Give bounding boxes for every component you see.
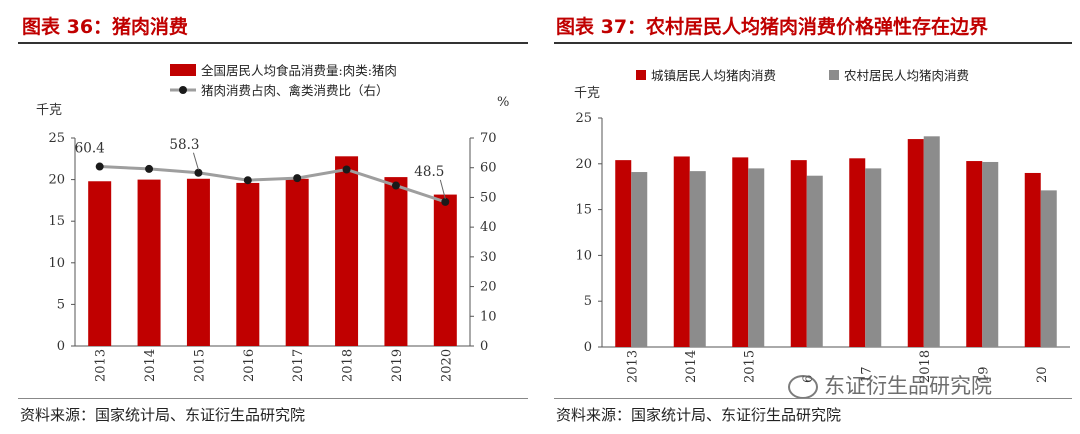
- x-tick-label: 2014: [684, 350, 699, 383]
- x-tick-label: 2015: [742, 350, 757, 383]
- bar: [137, 179, 161, 346]
- y-tick-label: 5: [57, 297, 65, 312]
- y-tick-label: 25: [48, 131, 65, 146]
- y2-axis-title: %: [497, 95, 509, 110]
- y2-tick-label: 20: [480, 280, 497, 295]
- bar-urban: [790, 160, 807, 347]
- data-label: 48.5: [414, 164, 444, 180]
- x-tick-label: 2016: [242, 349, 257, 382]
- x-tick-label: 19: [976, 366, 991, 383]
- x-tick-label: 2020: [439, 349, 454, 382]
- data-label: 60.4: [75, 141, 105, 157]
- chart-title: 图表 37：农村居民人均猪肉消费价格弹性存在边界: [556, 16, 989, 38]
- legend-swatch-rural: [829, 70, 839, 80]
- x-tick-label: 20: [1035, 366, 1050, 383]
- bar-rural: [865, 168, 882, 347]
- x-tick-label: 2019: [390, 349, 405, 382]
- source-note: 资料来源：国家统计局、东证衍生品研究院: [556, 406, 842, 424]
- bar-urban: [673, 156, 690, 347]
- watermark-text: 东证衍生品研究院: [824, 374, 992, 398]
- bar: [285, 178, 309, 346]
- line-point: [145, 164, 154, 173]
- bar-urban: [1024, 172, 1041, 347]
- bar-rural: [806, 175, 823, 347]
- x-tick-label: 2013: [625, 350, 640, 383]
- x-tick-label: 17: [859, 366, 874, 383]
- legend-label: 猪肉消费占肉、禽类消费比（右）: [201, 83, 389, 98]
- y2-tick-label: 40: [480, 220, 497, 235]
- x-tick-label: 2018: [341, 349, 356, 382]
- x-tick-label: 2014: [143, 349, 158, 382]
- y-tick-label: 10: [48, 256, 65, 271]
- y-tick-label: 10: [575, 248, 592, 263]
- y-tick-label: 15: [48, 214, 65, 229]
- bar-rural: [631, 172, 648, 347]
- y2-tick-label: 60: [480, 161, 497, 176]
- wechat-icon: [788, 375, 818, 399]
- bar-urban: [849, 158, 866, 347]
- y-tick-label: 0: [57, 339, 65, 354]
- legend-swatch-urban: [636, 70, 646, 80]
- y-tick-label: 25: [575, 111, 592, 126]
- source-note: 资料来源：国家统计局、东证衍生品研究院: [20, 406, 306, 424]
- y-tick-label: 15: [575, 203, 592, 218]
- y-tick-label: 20: [48, 173, 65, 188]
- y-tick-label: 20: [575, 157, 592, 172]
- data-label-leader: [192, 152, 199, 170]
- bar-urban: [615, 160, 632, 347]
- pork-consumption-chart: 0 5 10 15 20 25 0 10 20 30 40 50 60 70 千克% 2013 2014 2015…: [36, 63, 509, 382]
- data-label-leader: [439, 179, 446, 200]
- source-rule: [554, 398, 1072, 399]
- x-tick-label: 2018: [918, 350, 933, 383]
- chart-title: 图表 36：猪肉消费: [22, 16, 189, 38]
- bar-rural: [748, 168, 765, 347]
- bar-rural: [923, 136, 940, 347]
- x-tick-label: 2013: [94, 349, 109, 382]
- legend-label: 全国居民人均食品消费量:肉类:猪肉: [201, 63, 397, 78]
- line-point: [342, 165, 351, 174]
- bar: [433, 194, 457, 346]
- line-point: [95, 162, 104, 171]
- bar-rural: [982, 161, 999, 347]
- bar-urban: [732, 157, 749, 347]
- y-axis-title: 千克: [36, 103, 62, 118]
- y2-tick-label: 10: [480, 309, 497, 324]
- y-tick-label: 0: [584, 340, 592, 355]
- line-point: [391, 181, 400, 190]
- bar-urban: [966, 161, 983, 347]
- data-label: 58.3: [169, 137, 199, 153]
- x-tick-label: 2017: [291, 349, 306, 382]
- legend-swatch-marker: [179, 86, 187, 94]
- line-point: [293, 174, 302, 183]
- line-point: [441, 197, 450, 206]
- y-axis-title: 千克: [574, 86, 600, 101]
- bar-rural: [689, 171, 706, 347]
- bar: [384, 177, 408, 346]
- bar: [88, 181, 112, 346]
- watermark: 东证衍生品研究院: [788, 370, 992, 400]
- x-tick-label: 2015: [192, 349, 207, 382]
- bar: [335, 156, 359, 346]
- title-rule: [18, 42, 528, 44]
- legend-swatch-bar: [170, 64, 196, 76]
- y2-tick-label: 70: [480, 131, 497, 146]
- bar: [236, 182, 260, 346]
- line-series: [99, 165, 446, 204]
- y-tick-label: 5: [584, 294, 592, 309]
- bar-urban: [907, 139, 924, 347]
- chart-panel-urban-rural-pork: 图表 37：农村居民人均猪肉消费价格弹性存在边界 0 5 10 15 20 25 千克 201…: [540, 0, 1080, 434]
- bar-rural: [1040, 190, 1057, 347]
- source-rule: [18, 398, 528, 399]
- title-rule: [554, 42, 1072, 44]
- legend-label: 农村居民人均猪肉消费: [844, 68, 969, 83]
- bar: [186, 178, 210, 346]
- y2-tick-label: 30: [480, 250, 497, 265]
- y2-tick-label: 50: [480, 190, 497, 205]
- chart-panel-pork-consumption: 图表 36：猪肉消费 0 5 10 15 20 25 0 10 20 30 40 50 60 70 千克% 2…: [18, 16, 528, 424]
- y2-tick-label: 0: [480, 339, 488, 354]
- legend-label: 城镇居民人均猪肉消费: [651, 68, 776, 83]
- line-point: [194, 168, 203, 177]
- line-point: [243, 176, 252, 185]
